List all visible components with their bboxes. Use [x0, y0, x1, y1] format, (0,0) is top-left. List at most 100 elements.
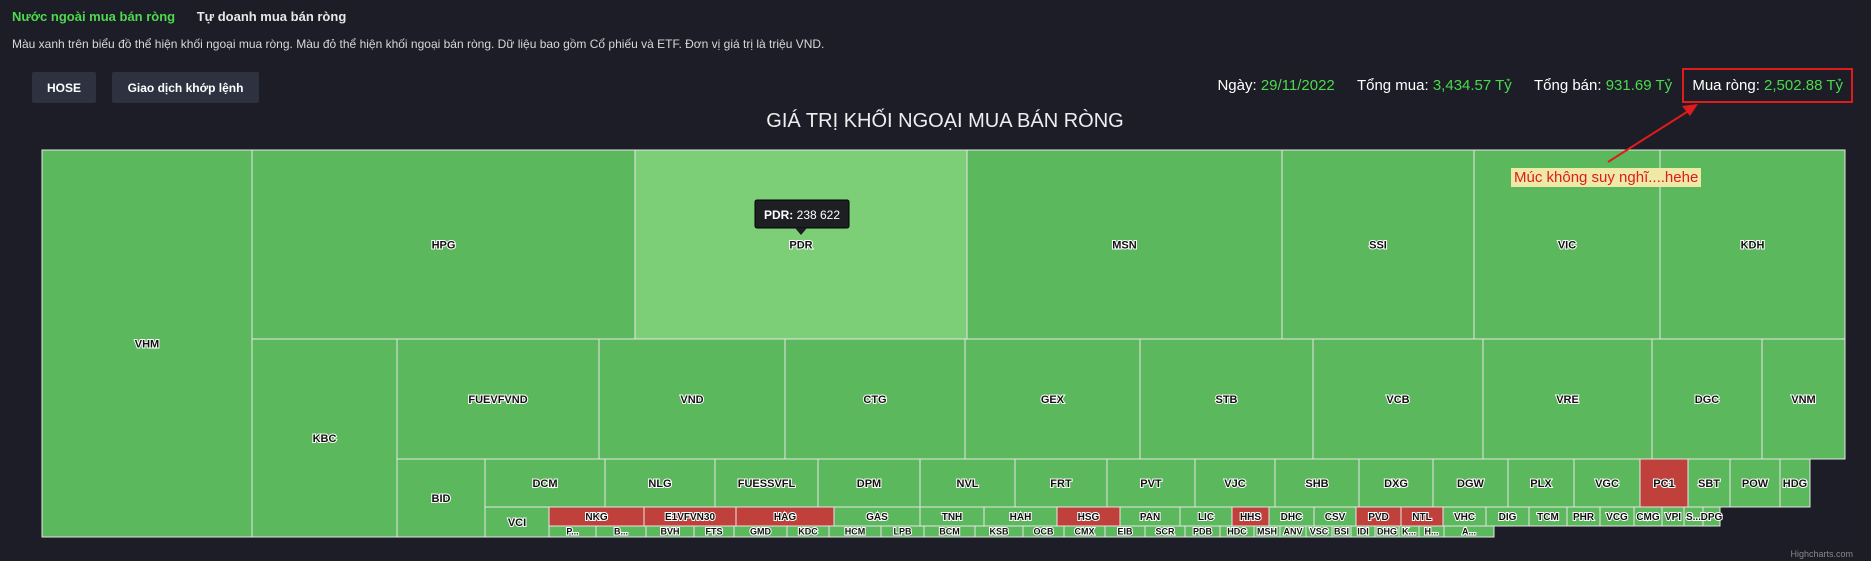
treemap-cell-dpm[interactable]	[817, 458, 921, 508]
total-sell-stat: Tổng bán: 931.69 Tỷ	[1534, 77, 1672, 94]
annotation-arrow	[1607, 104, 1698, 163]
net-buy-label: Mua ròng:	[1692, 77, 1760, 94]
treemap-label-dhc: DHC	[1281, 512, 1303, 523]
treemap-label-nkg: NKG	[585, 512, 607, 523]
treemap-label-hcm: HCM	[845, 527, 866, 537]
treemap-label-pdr: PDR	[789, 239, 812, 251]
tooltip-value: 238 622	[797, 208, 841, 222]
treemap-label-vhc: VHC	[1454, 512, 1475, 523]
treemap-label-sbt: SBT	[1698, 478, 1720, 490]
treemap-cell-ssi[interactable]	[1281, 149, 1475, 340]
treemap-label-pvt: PVT	[1140, 478, 1162, 490]
date-stat: Ngày: 29/11/2022	[1217, 77, 1334, 94]
treemap-cell-pow[interactable]	[1729, 458, 1781, 508]
treemap-label-gmd: GMD	[750, 527, 771, 537]
treemap-label-bvh: BVH	[660, 527, 679, 537]
treemap-label-scr: SCR	[1155, 527, 1175, 537]
treemap-label-nvl: NVL	[957, 478, 979, 490]
treemap-cell-vre[interactable]	[1482, 338, 1653, 460]
treemap-label-hpg: HPG	[432, 239, 456, 251]
treemap-label-msn: MSN	[1112, 239, 1137, 251]
treemap-label-lpb: LPB	[894, 527, 913, 537]
treemap-label-dgc: DGC	[1695, 394, 1720, 406]
treemap-label-vci: VCI	[508, 517, 526, 529]
treemap-cell-vnd[interactable]	[598, 338, 786, 460]
treemap-label-frt: FRT	[1050, 478, 1072, 490]
treemap-label-vgc: VGC	[1595, 478, 1619, 490]
treemap-cell-pdr[interactable]	[634, 149, 968, 340]
treemap-label-eib: EIB	[1117, 527, 1133, 537]
treemap-cell-vhm[interactable]	[41, 149, 253, 538]
treemap-label-kdc: KDC	[798, 527, 818, 537]
treemap-label-lic: LIC	[1198, 512, 1214, 523]
treemap-label-vcg: VCG	[1606, 512, 1628, 523]
treemap-label-dxg: DXG	[1384, 478, 1408, 490]
treemap-label-vsc: VSC	[1310, 527, 1329, 537]
treemap-label-ntl: NTL	[1412, 512, 1431, 523]
treemap-cell-dgc[interactable]	[1651, 338, 1763, 460]
treemap-label-e1vfvn30: E1VFVN30	[665, 512, 715, 523]
treemap-label-vhm: VHM	[135, 338, 159, 350]
treemap-cell-stb[interactable]	[1139, 338, 1314, 460]
treemap-label-hdc: HDC	[1227, 527, 1247, 537]
treemap-label-dig: DIG	[1499, 512, 1517, 523]
treemap-label-pc1: PC1	[1653, 478, 1674, 490]
tab-proprietary-net[interactable]: Tự doanh mua bán ròng	[196, 9, 347, 24]
treemap-label-dcm: DCM	[532, 478, 557, 490]
trade-mode-button[interactable]: Giao dịch khớp lệnh	[112, 72, 259, 103]
treemap-cell-msn[interactable]	[966, 149, 1283, 340]
treemap-label-stb: STB	[1216, 394, 1238, 406]
treemap-label-vre: VRE	[1556, 394, 1579, 406]
tab-foreign-net[interactable]: Nước ngoài mua bán ròng	[12, 9, 176, 24]
treemap-cell-nvl[interactable]	[919, 458, 1016, 508]
treemap-cell-a[interactable]	[1443, 525, 1495, 538]
treemap-label-h: H...	[1424, 527, 1438, 537]
treemap-cell-gex[interactable]	[964, 338, 1141, 460]
treemap-cell-ctg[interactable]	[784, 338, 966, 460]
treemap-label-nlg: NLG	[648, 478, 671, 490]
treemap-cell-sbt[interactable]	[1687, 458, 1731, 508]
treemap-label-cmx: CMX	[1075, 527, 1095, 537]
treemap-label-k: K...	[1402, 527, 1416, 537]
exchange-button[interactable]: HOSE	[32, 72, 96, 103]
treemap-cell-vgc[interactable]	[1573, 458, 1641, 508]
svg-text:PDR: 238 622: PDR: 238 622	[764, 208, 840, 222]
treemap-label-kbc: KBC	[313, 433, 337, 445]
treemap-label-gas: GAS	[866, 512, 888, 523]
treemap-cell-pvt[interactable]	[1106, 458, 1196, 508]
treemap-label-ssi: SSI	[1369, 239, 1387, 251]
total-buy-stat: Tổng mua: 3,434.57 Tỷ	[1357, 77, 1512, 94]
treemap-cell-kbc[interactable]	[251, 338, 398, 538]
treemap-cell-bid[interactable]	[396, 458, 486, 538]
net-buy-value: 2,502.88 Tỷ	[1764, 77, 1843, 94]
treemap-label-dgw: DGW	[1457, 478, 1485, 490]
treemap-label-vnd: VND	[680, 394, 703, 406]
treemap-label-a: A...	[1462, 527, 1476, 537]
treemap-label-tnh: TNH	[942, 512, 963, 523]
treemap-label-fuevfvnd: FUEVFVND	[468, 394, 527, 406]
chart-title: GIÁ TRỊ KHỐI NGOẠI MUA BÁN RÒNG	[766, 110, 1124, 132]
treemap-cell-nlg[interactable]	[604, 458, 716, 508]
treemap-label-pow: POW	[1742, 478, 1769, 490]
treemap-cell-pc1[interactable]	[1639, 458, 1689, 508]
treemap-cell-fuevfvnd[interactable]	[396, 338, 600, 460]
treemap-label-ocb: OCB	[1034, 527, 1055, 537]
treemap-label-dpm: DPM	[857, 478, 881, 490]
treemap-label-gex: GEX	[1041, 394, 1065, 406]
treemap-label-dhg: DHG	[1377, 527, 1397, 537]
treemap-label-hdg: HDG	[1783, 478, 1807, 490]
total-buy-label: Tổng mua:	[1356, 77, 1429, 94]
treemap-label-vic: VIC	[1558, 239, 1576, 251]
treemap-cell-dpg[interactable]	[1702, 506, 1721, 527]
total-sell-label: Tổng bán:	[1533, 77, 1602, 94]
treemap-cell-vcb[interactable]	[1312, 338, 1484, 460]
tooltip-ticker: PDR:	[764, 208, 797, 222]
total-buy-value: 3,434.57 Tỷ	[1432, 77, 1512, 94]
treemap-cell-hdg[interactable]	[1779, 458, 1811, 508]
treemap-cell-dgw[interactable]	[1432, 458, 1509, 508]
chart-credit: Highcharts.com	[1790, 549, 1853, 559]
treemap-cell-vci[interactable]	[484, 506, 550, 538]
treemap-cell-dxg[interactable]	[1358, 458, 1434, 508]
treemap-label-dpg: DPG	[1701, 512, 1723, 523]
